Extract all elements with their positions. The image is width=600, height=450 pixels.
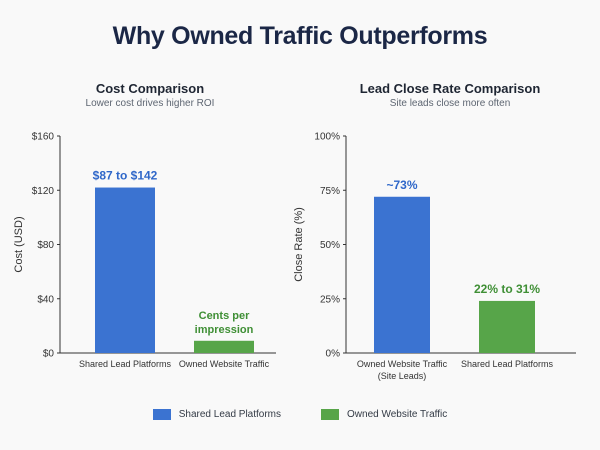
data-label: Cents per bbox=[199, 310, 250, 322]
legend-label: Shared Lead Platforms bbox=[178, 408, 282, 420]
y-axis-label: Cost (USD) bbox=[13, 216, 25, 272]
y-tick-label: $160 bbox=[32, 132, 55, 143]
data-label: $87 to $142 bbox=[93, 169, 158, 183]
legend-swatch-blue bbox=[152, 408, 171, 420]
legend-label: Owned Website Traffic bbox=[347, 408, 448, 420]
y-tick-label: 25% bbox=[320, 294, 340, 305]
x-tick-label: Owned Website Traffic bbox=[357, 359, 448, 369]
y-tick-label: 100% bbox=[314, 132, 340, 143]
chart-title: Lead Close Rate Comparison bbox=[359, 81, 541, 96]
close-rate-panel: Lead Close Rate Comparison Site leads cl… bbox=[293, 76, 600, 396]
legend-item: Owned Website Traffic bbox=[321, 408, 448, 420]
chart-subtitle: Site leads close more often bbox=[389, 98, 511, 109]
legend-swatch-green bbox=[321, 408, 340, 420]
y-tick-label: 0% bbox=[326, 349, 341, 360]
bar bbox=[479, 300, 535, 353]
y-tick-label: $40 bbox=[37, 294, 54, 305]
y-tick-label: 75% bbox=[320, 186, 340, 197]
y-tick-label: $0 bbox=[43, 349, 55, 360]
y-axis-label: Close Rate (%) bbox=[293, 207, 305, 282]
x-tick-label: Shared Lead Platforms bbox=[79, 359, 172, 369]
legend: Shared Lead Platforms Owned Website Traf… bbox=[0, 405, 600, 423]
data-label: impression bbox=[195, 324, 254, 336]
chart-title: Cost Comparison bbox=[95, 81, 205, 96]
data-label: 22% to 31% bbox=[474, 282, 540, 296]
x-tick-label: (Site Leads) bbox=[378, 371, 427, 381]
data-label: ~73% bbox=[386, 178, 417, 192]
x-tick-label: Shared Lead Platforms bbox=[461, 359, 554, 369]
bar bbox=[95, 187, 155, 353]
close-rate-chart: 0% 25% 50% 75% 100% Close Rate (%) ~73% Owned W… bbox=[293, 132, 576, 381]
page-title: Why Owned Traffic Outperforms bbox=[112, 22, 488, 50]
legend-item: Shared Lead Platforms bbox=[152, 408, 282, 420]
chart-subtitle: Lower cost drives higher ROI bbox=[85, 98, 215, 109]
y-tick-label: 50% bbox=[320, 240, 340, 251]
bar bbox=[194, 340, 254, 353]
bar bbox=[374, 196, 430, 353]
cost-comparison-panel: Cost Comparison Lower cost drives higher… bbox=[0, 76, 300, 396]
x-tick-label: Owned Website Traffic bbox=[179, 359, 270, 369]
y-tick-label: $120 bbox=[32, 186, 55, 197]
cost-chart: $0 $40 $80 $120 $160 Cost (USD) $87 to $142 Sha… bbox=[13, 132, 276, 369]
y-tick-label: $80 bbox=[37, 240, 54, 251]
